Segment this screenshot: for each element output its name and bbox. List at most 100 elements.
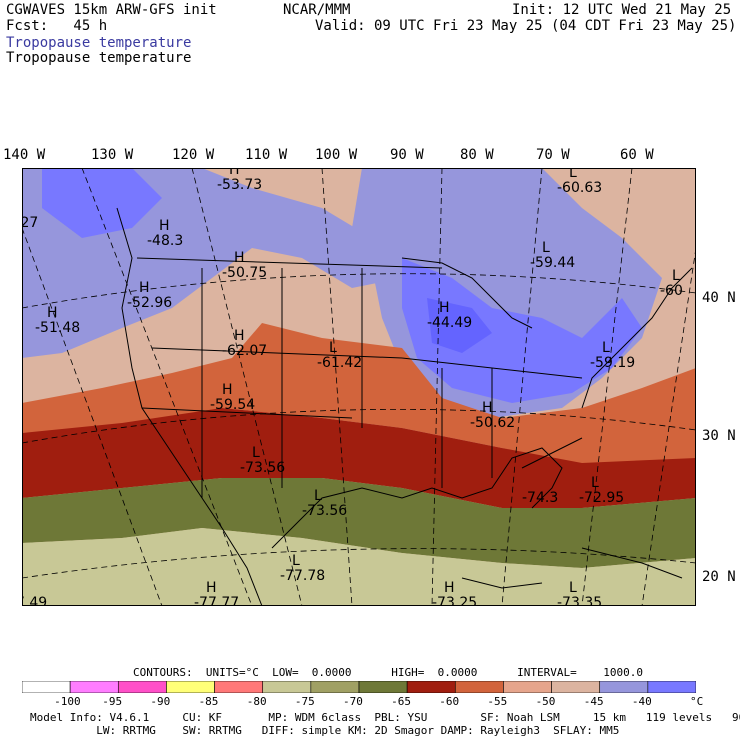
longitude-label: 80 W <box>460 147 494 163</box>
extremum-value: -73.35 <box>557 595 602 606</box>
legend-swatch <box>166 681 215 693</box>
extremum-letter: L <box>292 553 300 569</box>
legend-tick-label: -75 <box>294 695 315 708</box>
extrema-labels: H-53.73H-48.3H-50.75H-52.96H-51.48 H-62.0… <box>22 168 683 606</box>
extremum-value: -59.44 <box>530 255 575 271</box>
extremum-letter: H <box>159 218 170 234</box>
extremum-letter: L <box>252 445 260 461</box>
extremum-letter: L <box>314 488 322 504</box>
extremum-value: -61.42 <box>317 355 362 371</box>
extremum-letter: H <box>482 400 493 416</box>
extremum-value: .27 <box>22 215 38 231</box>
legend-swatch <box>599 681 649 693</box>
legend-tick-label: -45 <box>583 695 604 708</box>
forecast-hour: Fcst: 45 h <box>6 18 108 34</box>
extremum-letter: L <box>602 340 610 356</box>
extremum-value: -74.3 <box>522 490 558 506</box>
extremum-value: -62.07 <box>222 343 267 359</box>
longitude-label: 60 W <box>620 147 654 163</box>
extremum-value: -60 <box>660 283 683 299</box>
extremum-letter: H <box>439 300 450 316</box>
extremum-letter: H <box>206 580 217 596</box>
latitude-label: 20 N <box>702 569 736 585</box>
extremum-letter: L <box>329 340 337 356</box>
legend-tick-label: -60 <box>439 695 460 708</box>
extremum-letter: L <box>569 580 577 596</box>
legend-swatch <box>454 681 504 693</box>
longitude-label: 100 W <box>315 147 358 163</box>
coastlines <box>116 207 693 606</box>
extremum-value: 7.49 <box>22 595 47 606</box>
extremum-letter: H <box>234 328 245 344</box>
map-frame <box>22 168 696 606</box>
extremum-letter: L <box>542 240 550 256</box>
extremum-value: -77.77 <box>194 595 239 606</box>
legend-swatch <box>117 681 167 693</box>
latitude-label: 40 N <box>702 290 736 306</box>
tropopause-temperature-map: H-53.73H-48.3H-50.75H-52.96H-51.48 H-62.0… <box>22 168 696 606</box>
legend-tick-label: -65 <box>391 695 412 708</box>
legend-tick-label: -90 <box>150 695 171 708</box>
longitude-label: 70 W <box>536 147 570 163</box>
legend-tick-label: -85 <box>198 695 219 708</box>
color-legend <box>22 681 696 693</box>
extremum-value: -50.75 <box>222 265 267 281</box>
extremum-value: -73.56 <box>302 503 347 519</box>
legend-tick-label: -80 <box>246 695 267 708</box>
extremum-value: -59.19 <box>590 355 635 371</box>
band-40-greatlakes <box>427 298 492 353</box>
extremum-value: -50.62 <box>470 415 515 431</box>
field-title: Tropopause temperature <box>6 50 192 66</box>
valid-time: Valid: 09 UTC Fri 23 May 25 (04 CDT Fri … <box>315 18 737 34</box>
extremum-value: -72.95 <box>579 490 624 506</box>
extremum-letter: H <box>222 382 233 398</box>
band-45-east <box>402 258 642 403</box>
legend-swatch <box>647 681 696 693</box>
legend-swatch <box>406 681 456 693</box>
extremum-letter: L <box>569 168 577 181</box>
model-physics: LW: RRTMG SW: RRTMG DIFF: simple KM: 2D … <box>30 724 620 737</box>
band-65-region <box>22 408 696 508</box>
model-title: CGWAVES 15km ARW-GFS init <box>6 2 217 18</box>
extremum-value: -51.48 <box>35 320 80 336</box>
band-70-region <box>22 478 696 568</box>
extremum-value: -48.3 <box>147 233 183 249</box>
longitude-label: 130 W <box>91 147 134 163</box>
extremum-value: -77.78 <box>280 568 325 584</box>
legend-swatch <box>551 681 601 693</box>
band-75-region <box>22 528 696 606</box>
legend-tick-label: -55 <box>487 695 508 708</box>
longitude-label: 90 W <box>390 147 424 163</box>
extremum-value: -53.73 <box>217 177 262 193</box>
extremum-letter: H <box>234 250 245 266</box>
legend-swatch <box>503 681 552 693</box>
extremum-letter: H <box>139 280 150 296</box>
org-label: NCAR/MMM <box>283 2 351 18</box>
legend-swatch <box>358 681 408 693</box>
legend-swatch <box>22 681 71 693</box>
model-info: Model Info: V4.6.1 CU: KF MP: WDM 6class… <box>30 711 740 724</box>
legend-unit: °C <box>690 695 704 708</box>
extremum-value: -59.54 <box>210 397 255 413</box>
graticule <box>22 168 696 606</box>
longitude-label: 140 W <box>3 147 46 163</box>
band-60-region <box>22 323 696 468</box>
extremum-value: -52.96 <box>127 295 172 311</box>
extremum-letter: L <box>672 268 680 284</box>
legend-tick-label: -100 <box>54 695 81 708</box>
extremum-value: -73.56 <box>240 460 285 476</box>
extremum-value: -73.25 <box>432 595 477 606</box>
band-45-northwest <box>42 168 162 238</box>
extremum-letter: H <box>47 305 58 321</box>
legend-swatch <box>310 681 360 693</box>
legend-tick-label: -50 <box>535 695 556 708</box>
legend-tick-label: -70 <box>343 695 363 708</box>
legend-swatch <box>214 681 264 693</box>
legend-tick-label: -40 <box>631 695 652 708</box>
extremum-value: -60.63 <box>557 180 602 196</box>
field-title-blue: Tropopause temperature <box>6 35 192 51</box>
init-time: Init: 12 UTC Wed 21 May 25 <box>512 2 732 18</box>
latitude-label: 30 N <box>702 428 736 444</box>
longitude-label: 120 W <box>172 147 215 163</box>
contours-info: CONTOURS: UNITS=°C LOW= 0.0000 HIGH= 0.0… <box>133 666 643 679</box>
